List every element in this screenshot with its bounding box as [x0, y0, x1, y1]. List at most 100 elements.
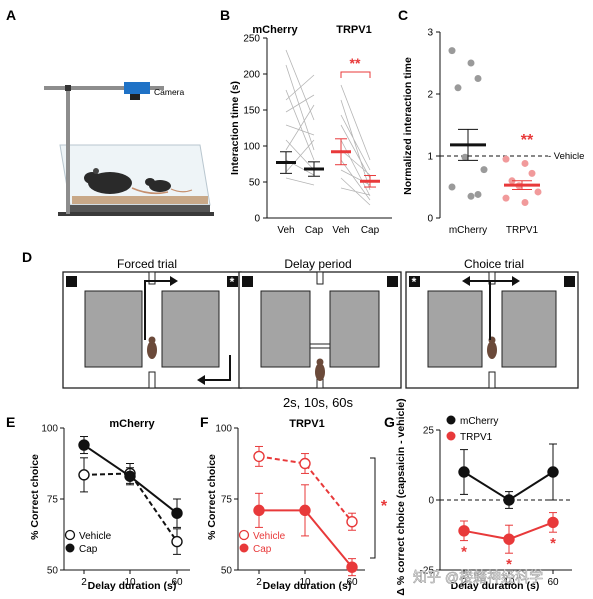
panel-b-xtick: Veh: [277, 225, 294, 236]
panel-c-data-point: [502, 155, 510, 163]
panel-c-xtick-mcherry: mCherry: [449, 225, 487, 236]
maze-corner-square: [242, 276, 253, 287]
panel-e-xlabel: Delay duration (s): [88, 580, 177, 592]
panel-c-ylabel: Normalized interaction time: [402, 57, 414, 195]
significance-star: *: [506, 556, 512, 573]
panel-b-individual-lines: [285, 49, 371, 206]
maze-door: [316, 271, 324, 285]
panel-c-data-point: [528, 169, 536, 177]
panel-c-data-point: [448, 47, 456, 55]
panel-b-ytick-label: 0: [254, 214, 260, 225]
maze-block: [84, 290, 143, 368]
maze-block: [501, 290, 557, 368]
maze-block: [260, 290, 311, 368]
panel-c-vehicle-label: - Vehicle: [548, 151, 584, 162]
panel-f-significance: *: [381, 498, 388, 515]
panel-c-data-point: [454, 84, 462, 92]
panel-g-ylabel: Δ % correct choice (capsaicin - vehicle): [395, 398, 407, 595]
panel-a-apparatus-illustration: Camera: [44, 82, 214, 216]
mouse-icon: [487, 341, 497, 359]
panel-c-data-point: [461, 153, 469, 161]
panel-b-ytick-label: 200: [243, 70, 260, 81]
panel-b-group-trpv1: TRPV1: [336, 24, 371, 36]
panel-d-star-choice: *: [412, 275, 417, 289]
panel-b-ytick-label: 100: [243, 142, 260, 153]
maze-door: [488, 371, 496, 389]
watermark: 知乎 @楼籍神经科学: [413, 569, 543, 585]
xtick-label: 60: [171, 577, 183, 588]
maze-block: [161, 290, 220, 368]
mouse-icon: [148, 336, 156, 344]
panel-b-letter: B: [220, 7, 230, 23]
panel-e-ylabel: % Correct choice: [29, 454, 41, 540]
panel-b-xtick: Veh: [332, 225, 349, 236]
svg-text:Δ % correct choice (capsaicin: Δ % correct choice (capsaicin - vehicle): [395, 398, 407, 595]
panel-c-xtick-trpv1: TRPV1: [506, 225, 539, 236]
data-point: [503, 494, 515, 506]
data-point: [299, 504, 311, 517]
ytick-label: 75: [221, 495, 233, 506]
mouse-icon: [315, 363, 325, 381]
maze-corner-square: [409, 276, 420, 287]
maze-corner-square: [227, 276, 238, 287]
mouse-icon: [84, 168, 169, 195]
data-point: [547, 466, 559, 478]
camera-label: Camera: [154, 87, 185, 97]
maze-corner-square: [387, 276, 398, 287]
panel-b-significance-bracket: **: [340, 55, 371, 78]
panel-c-ytick-label: 3: [427, 28, 433, 39]
panel-e-legend: Vehicle Cap: [64, 529, 112, 555]
xtick-label: 60: [346, 577, 358, 588]
data-point: [547, 516, 559, 529]
ytick-label: 75: [47, 495, 59, 506]
panel-d-title-forced: Forced trial: [117, 257, 177, 271]
panel-c-ytick-label: 1: [427, 152, 433, 163]
legend-trpv1: TRPV1: [460, 432, 493, 443]
panel-b-xtick: Cap: [305, 225, 324, 236]
xtick-label: 10: [503, 577, 515, 588]
data-point: [458, 525, 470, 537]
legend-cap: Cap: [253, 544, 272, 555]
panel-c-data-point: [474, 190, 482, 198]
panel-c-data-point: [480, 166, 488, 174]
data-point: [78, 439, 90, 451]
xtick-label: 2: [81, 577, 87, 588]
ytick-label: 0: [428, 496, 434, 507]
maze-corner-square: [564, 276, 575, 287]
data-point: [346, 561, 358, 573]
panel-g-xlabel: Delay duration (s): [451, 580, 540, 592]
maze-corner-square: [66, 276, 77, 287]
maze-block: [329, 290, 380, 368]
panel-c-data-point: [521, 159, 529, 167]
legend-cap: Cap: [79, 544, 98, 555]
data-point: [253, 504, 265, 517]
panel-e-letter: E: [6, 414, 15, 430]
legend-mcherry: mCherry: [460, 416, 498, 427]
data-point: [78, 469, 90, 481]
panel-f-xlabel: Delay duration (s): [263, 580, 352, 592]
panel-d-delay-caption: 2s, 10s, 60s: [283, 395, 354, 410]
return-route-arrow: [205, 355, 231, 381]
ytick-label: -25: [420, 566, 435, 577]
panel-b-xtick: Cap: [361, 225, 380, 236]
data-point: [171, 507, 183, 519]
panel-c-letter: C: [398, 7, 408, 23]
panel-f-significance-bracket: [370, 457, 376, 559]
xtick-label: 10: [124, 577, 136, 588]
arrow-head: [170, 276, 178, 286]
maze-door: [148, 371, 156, 389]
mouse-icon: [145, 178, 193, 193]
panel-c-data-point: [521, 199, 529, 206]
arrow-head: [512, 276, 520, 286]
panel-c-data-point: [474, 75, 482, 82]
panel-f-title: TRPV1: [289, 418, 324, 430]
panel-c-significance: **: [521, 132, 534, 149]
panel-b-significance: **: [350, 55, 361, 71]
legend-vehicle: Vehicle: [253, 531, 286, 542]
ytick-label: 100: [215, 424, 232, 435]
panel-d-mazes: [62, 271, 579, 389]
panel-e-title: mCherry: [109, 418, 155, 430]
panel-c-data-point: [502, 194, 510, 202]
maze-block: [427, 290, 483, 368]
